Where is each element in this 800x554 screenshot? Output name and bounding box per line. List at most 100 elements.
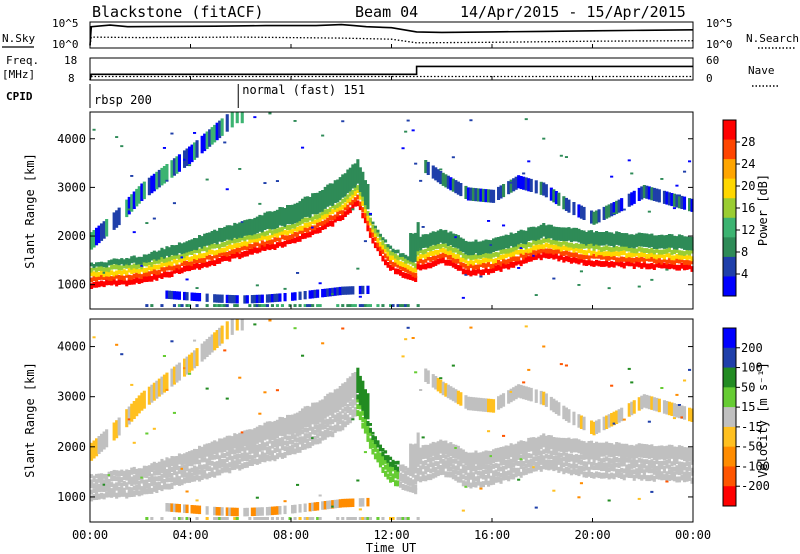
power-colorbar-swatch-2 (723, 159, 736, 179)
power-cell (304, 291, 307, 299)
power-cell (560, 155, 563, 157)
power-cell (535, 294, 538, 296)
power-cell (341, 304, 344, 307)
velocity-cell (487, 430, 490, 432)
power-cell (261, 295, 264, 303)
nsearch-tick-top: 10^5 (706, 17, 733, 30)
velocity-ytick-label-2: 3000 (57, 390, 86, 404)
power-cell (188, 164, 191, 166)
velocity-cbar-label-2: 50 (741, 380, 755, 394)
power-cell (226, 114, 229, 132)
velocity-cell (284, 506, 287, 514)
time-tick-label-6: 00:00 (675, 528, 711, 542)
power-cell (186, 292, 189, 300)
nsky-series-0 (90, 25, 693, 46)
power-cell (238, 168, 241, 170)
freq-tick-top: 18 (64, 54, 77, 67)
power-cell (381, 304, 384, 307)
velocity-cell (402, 355, 405, 357)
power-cell (565, 156, 568, 158)
power-cell (153, 218, 156, 220)
velocity-cell (414, 371, 417, 373)
power-cell (311, 304, 314, 307)
velocity-colorbar-swatch-6 (723, 447, 736, 467)
power-cbar-label-3: 16 (741, 201, 755, 215)
freq-tick-bottom: 8 (68, 72, 75, 85)
power-cell (178, 292, 181, 300)
power-colorbar-swatch-4 (723, 198, 736, 218)
power-colorbar-swatch-7 (723, 257, 736, 277)
velocity-cell (374, 436, 377, 439)
velocity-cell (412, 337, 415, 339)
power-cell (557, 193, 560, 206)
power-cell (143, 182, 146, 200)
velocity-ytick-label-3: 4000 (57, 340, 86, 354)
velocity-cell (608, 500, 611, 502)
velocity-cell (354, 517, 357, 520)
velocity-cell (294, 517, 297, 520)
velocity-cell (246, 508, 249, 517)
power-cell (371, 222, 374, 225)
power-cell (354, 304, 357, 307)
nave-label: Nave (748, 64, 775, 77)
velocity-cell (284, 500, 287, 502)
power-cell (278, 293, 281, 301)
velocity-cell (407, 517, 410, 520)
power-cell (407, 120, 410, 122)
power-cell (93, 129, 96, 131)
power-colorbar-swatch-1 (723, 140, 736, 160)
power-cell (487, 220, 490, 222)
power-cell (502, 184, 505, 197)
power-cbar-label-0: 4 (741, 267, 748, 281)
nsky-label: N.Sky (2, 32, 35, 45)
velocity-cell (630, 381, 633, 383)
power-cell (688, 160, 691, 162)
velocity-cell (248, 517, 251, 520)
power-cell (376, 230, 379, 233)
time-tick-label-3: 12:00 (373, 528, 409, 542)
velocity-cell (369, 423, 372, 425)
velocity-colorbar-swatch-7 (723, 466, 736, 486)
velocity-colorbar-swatch-1 (723, 348, 736, 368)
power-cell (419, 180, 422, 182)
velocity-cell (178, 504, 181, 513)
power-cell (404, 131, 407, 133)
velocity-cell (93, 336, 96, 338)
power-cell (178, 154, 181, 172)
power-cell (351, 286, 354, 294)
velocity-cell (341, 328, 344, 330)
nsky-panel: N.Sky 10^5 10^0 10^5 10^0 N.Search (2, 17, 799, 51)
velocity-cell (567, 409, 570, 423)
power-colorbar-swatch-0 (723, 120, 736, 140)
power-cell (351, 208, 354, 210)
power-cell (294, 304, 297, 307)
power-cell (414, 163, 417, 165)
velocity-cell (173, 517, 176, 520)
velocity-cell (419, 389, 422, 391)
power-cell (545, 184, 548, 197)
velocity-cell (633, 400, 636, 414)
power-colorbar-swatch-8 (723, 276, 736, 296)
velocity-cell (281, 517, 284, 520)
velocity-cell (660, 387, 663, 389)
velocity-cell (145, 433, 148, 435)
velocity-cell (231, 319, 234, 335)
power-cbar-label-2: 12 (741, 223, 755, 237)
velocity-cell (304, 504, 307, 513)
velocity-cell (278, 506, 281, 515)
power-cell (552, 278, 555, 280)
power-cell (374, 226, 377, 229)
power-cell (610, 176, 613, 178)
time-axis-label: Time UT (366, 541, 417, 554)
power-cell (221, 295, 224, 303)
power-colorbar-swatch-5 (723, 218, 736, 238)
power-cell (319, 282, 322, 284)
velocity-cell (299, 517, 302, 520)
velocity-cell (530, 388, 533, 402)
power-cell (462, 297, 465, 299)
velocity-cell (206, 506, 209, 515)
velocity-colorbar-label: Velocity [m s⁻¹] (756, 362, 770, 478)
velocity-cell (188, 373, 191, 375)
velocity-cbar-label-0: 200 (741, 341, 763, 355)
power-cell (316, 290, 319, 298)
